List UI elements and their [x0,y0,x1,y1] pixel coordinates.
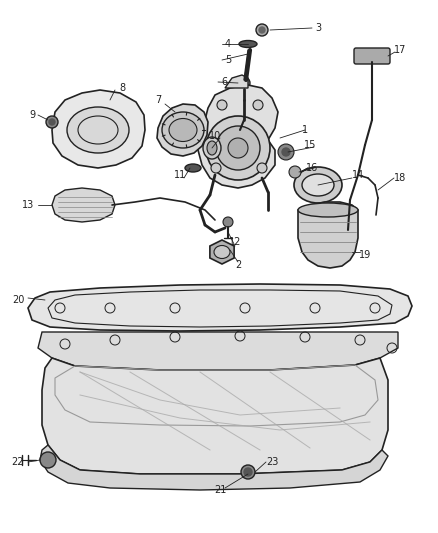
Circle shape [278,144,294,160]
Text: 19: 19 [359,250,371,260]
Text: 8: 8 [119,83,125,93]
Text: 16: 16 [306,163,318,173]
Ellipse shape [294,167,342,203]
Text: 13: 13 [22,200,34,210]
Text: 7: 7 [155,95,161,105]
Text: 3: 3 [315,23,321,33]
Circle shape [49,119,55,125]
Text: 15: 15 [304,140,316,150]
Ellipse shape [207,141,217,155]
Polygon shape [28,284,412,331]
Text: 14: 14 [352,170,364,180]
Polygon shape [225,75,248,88]
Polygon shape [42,358,388,474]
Circle shape [216,126,260,170]
Circle shape [217,100,227,110]
Text: 1: 1 [302,125,308,135]
Text: 6: 6 [221,77,227,87]
Text: 2: 2 [235,260,241,270]
Circle shape [228,138,248,158]
Text: 12: 12 [229,237,241,247]
Polygon shape [40,445,388,490]
Polygon shape [52,90,145,168]
Text: 5: 5 [225,55,231,65]
Text: 11: 11 [174,170,186,180]
Circle shape [238,77,250,89]
Circle shape [206,116,270,180]
Text: 21: 21 [214,485,226,495]
Text: 20: 20 [12,295,24,305]
Ellipse shape [185,164,201,172]
Ellipse shape [67,107,129,153]
Circle shape [241,465,255,479]
Ellipse shape [214,246,230,259]
Text: 23: 23 [266,457,278,467]
Ellipse shape [302,174,334,196]
Circle shape [259,27,265,33]
Ellipse shape [162,112,204,148]
Circle shape [223,217,233,227]
Ellipse shape [298,203,358,217]
FancyBboxPatch shape [354,48,390,64]
Polygon shape [157,104,208,156]
Text: 17: 17 [394,45,406,55]
Circle shape [256,24,268,36]
Polygon shape [198,85,278,188]
Text: 18: 18 [394,173,406,183]
Circle shape [289,166,301,178]
Text: 10: 10 [209,131,221,141]
Text: 22: 22 [12,457,24,467]
Polygon shape [52,188,115,222]
Circle shape [282,148,290,156]
Polygon shape [298,202,358,268]
Text: 4: 4 [225,39,231,49]
Text: 9: 9 [29,110,35,120]
Circle shape [46,116,58,128]
Ellipse shape [203,137,221,159]
Ellipse shape [169,118,197,141]
Polygon shape [210,240,234,264]
Ellipse shape [239,41,257,47]
Circle shape [40,452,56,468]
Circle shape [244,468,252,476]
Polygon shape [38,332,398,370]
Circle shape [257,163,267,173]
Circle shape [253,100,263,110]
Circle shape [211,163,221,173]
